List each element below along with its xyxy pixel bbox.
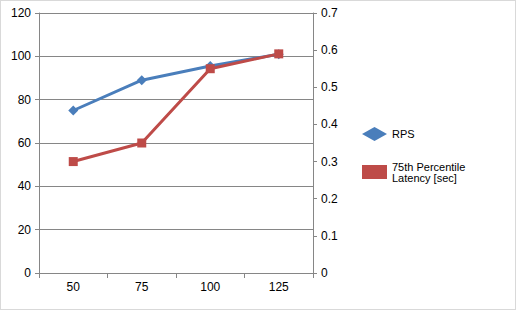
svg-text:0.6: 0.6 bbox=[321, 43, 338, 57]
svg-text:40: 40 bbox=[18, 179, 32, 193]
svg-text:120: 120 bbox=[11, 6, 31, 20]
svg-text:RPS: RPS bbox=[392, 128, 415, 140]
svg-text:50: 50 bbox=[67, 280, 81, 294]
svg-text:75: 75 bbox=[135, 280, 149, 294]
svg-text:75th Percentile: 75th Percentile bbox=[392, 160, 469, 173]
svg-text:0.5: 0.5 bbox=[321, 80, 338, 94]
svg-text:125: 125 bbox=[269, 280, 289, 294]
svg-text:0: 0 bbox=[321, 266, 328, 280]
svg-text:0.2: 0.2 bbox=[321, 192, 338, 206]
svg-text:0.7: 0.7 bbox=[321, 6, 338, 20]
svg-text:20: 20 bbox=[18, 223, 32, 237]
svg-text:0.1: 0.1 bbox=[321, 229, 338, 243]
svg-text:100: 100 bbox=[11, 49, 31, 63]
svg-text:100: 100 bbox=[200, 280, 220, 294]
svg-text:0.3: 0.3 bbox=[321, 155, 338, 169]
svg-text:0: 0 bbox=[24, 266, 31, 280]
svg-text:Latency [sec]: Latency [sec] bbox=[392, 172, 457, 184]
svg-text:0.4: 0.4 bbox=[321, 117, 338, 131]
svg-text:80: 80 bbox=[18, 93, 32, 107]
svg-text:60: 60 bbox=[18, 136, 32, 150]
